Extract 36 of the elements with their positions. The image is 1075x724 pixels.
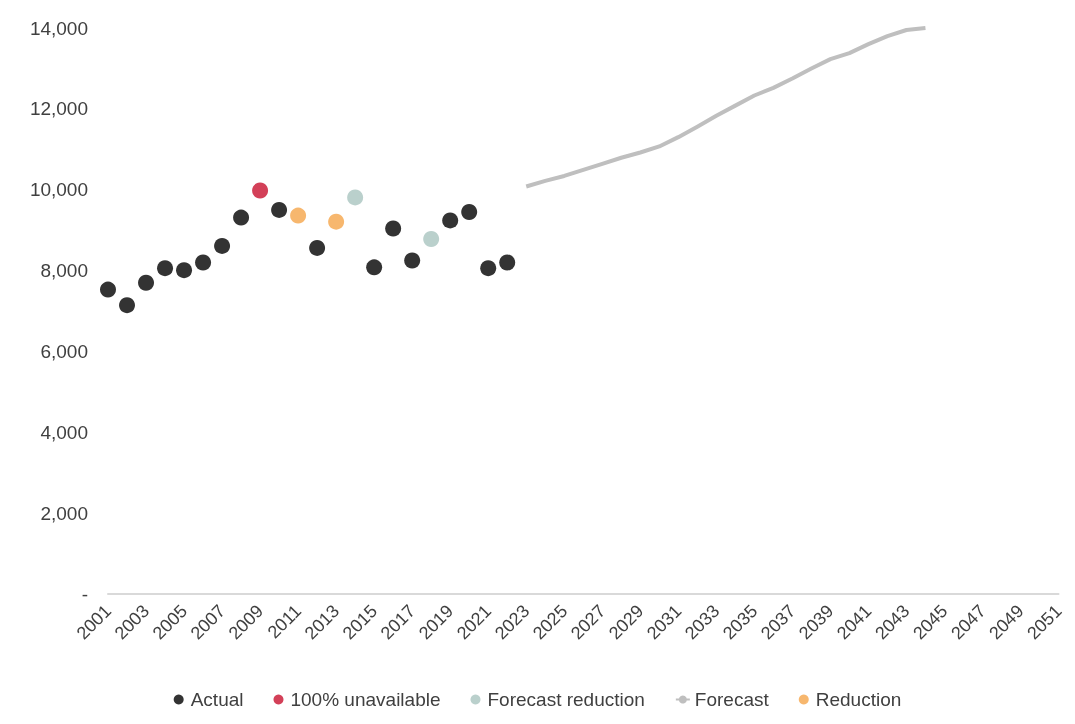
y-tick-label: 6,000	[40, 340, 88, 362]
point	[480, 260, 497, 277]
point	[100, 281, 116, 298]
point	[157, 260, 174, 277]
legend-label: Forecast reduction	[487, 689, 645, 710]
y-tick-label: 12,000	[29, 98, 88, 120]
point	[119, 297, 136, 314]
point	[499, 254, 516, 271]
y-tick-label: -	[81, 583, 88, 605]
point	[423, 231, 440, 248]
point	[233, 209, 250, 226]
point	[252, 182, 269, 199]
point	[461, 203, 478, 220]
legend-label: Reduction	[815, 689, 902, 710]
y-tick-label: 10,000	[29, 179, 88, 201]
y-tick-label: 4,000	[40, 421, 88, 443]
point	[347, 189, 364, 206]
point	[309, 239, 326, 256]
point	[138, 274, 155, 291]
legend-label: Forecast	[694, 689, 770, 710]
point	[442, 212, 459, 229]
point	[366, 259, 383, 276]
legend-label: Actual	[190, 689, 244, 710]
y-tick-label: 8,000	[40, 260, 88, 282]
line-series	[524, 26, 928, 189]
point	[404, 252, 421, 269]
point	[176, 262, 193, 279]
y-tick-label: 14,000	[29, 17, 88, 39]
point	[271, 201, 288, 218]
point	[290, 207, 307, 224]
y-tick-label: 2,000	[40, 502, 88, 524]
point	[385, 220, 402, 237]
legend-label: 100% unavailable	[290, 689, 441, 710]
point	[214, 237, 231, 254]
point	[195, 254, 212, 271]
point	[328, 213, 345, 230]
